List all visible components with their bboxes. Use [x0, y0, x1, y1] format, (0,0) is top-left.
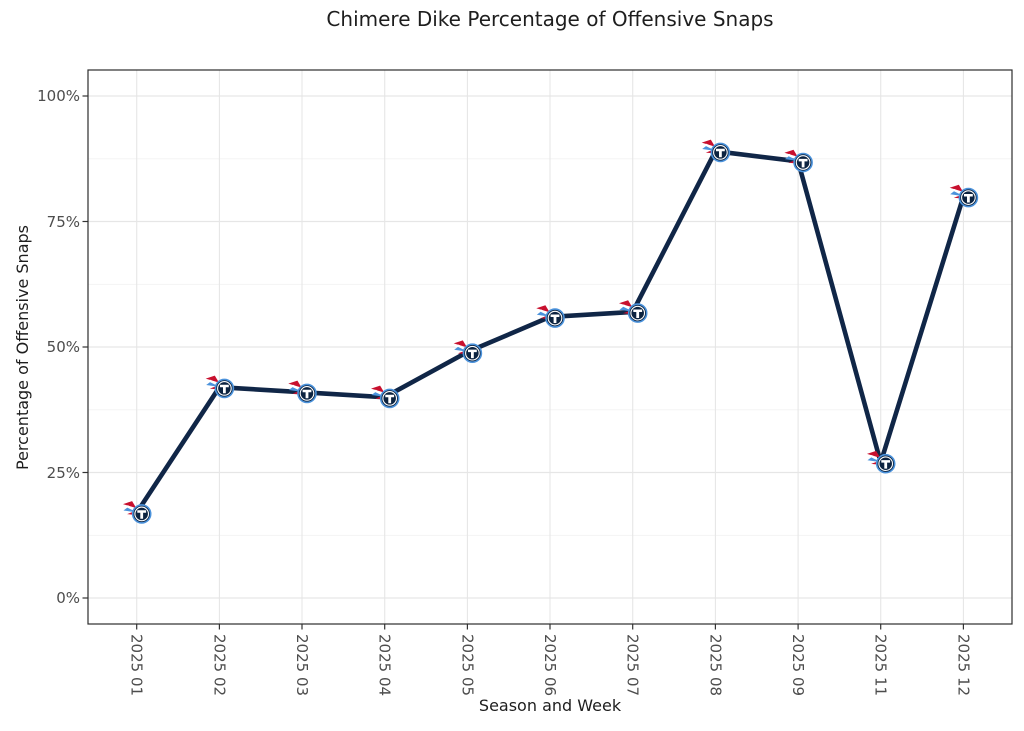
x-tick-label: 2025 08 [706, 634, 725, 697]
y-tick-label: 0% [56, 589, 80, 607]
titans-logo-marker [949, 184, 979, 208]
logo-ring-icon [878, 456, 894, 472]
x-tick-label: 2025 01 [127, 634, 146, 697]
logo-t-icon [302, 389, 312, 399]
logo-t-icon [137, 510, 147, 519]
titans-logo-marker [701, 139, 731, 163]
x-tick-label: 2025 07 [623, 634, 642, 697]
titans-logo-marker [122, 501, 152, 524]
chart-title: Chimere Dike Percentage of Offensive Sna… [326, 7, 774, 31]
logo-t-icon [881, 460, 891, 469]
logo-flame-red-icon [453, 340, 467, 348]
logo-flame-red-icon [619, 300, 633, 308]
logo-t-icon [633, 309, 643, 318]
logo-t-icon [220, 384, 229, 394]
logo-flame-red-icon [867, 450, 881, 458]
logo-t-icon [468, 349, 477, 359]
y-axis-title-area: Percentage of Offensive Snaps [10, 70, 34, 624]
logo-flame-red-icon [371, 385, 385, 393]
logo-ring-icon [713, 145, 728, 160]
logo-ring-icon [961, 190, 976, 205]
y-tick-label: 50% [46, 338, 80, 356]
y-tick-label: 75% [46, 212, 80, 231]
logo-ring-icon [217, 381, 232, 396]
logo-t-icon [964, 194, 973, 203]
x-tick-label: 2025 04 [375, 634, 394, 697]
titans-logo-marker [205, 375, 235, 399]
titans-logo-marker [536, 305, 565, 328]
y-tick-label: 100% [37, 87, 80, 105]
logo-flame-red-icon [949, 184, 963, 192]
x-tick-label: 2025 09 [789, 634, 808, 697]
x-axis-title: Season and Week [478, 696, 622, 715]
x-tick-label: 2025 06 [541, 634, 559, 697]
logo-flame-red-icon [536, 305, 550, 313]
logo-t-icon [550, 314, 560, 323]
panel-border [87, 69, 1013, 625]
x-tick-label: 2025 11 [871, 634, 890, 697]
logo-ring-icon [382, 391, 398, 406]
y-tick-label: 25% [46, 463, 80, 482]
logo-flame-red-icon [701, 139, 715, 147]
logo-ring-icon [795, 155, 811, 170]
logo-ring-icon [299, 386, 315, 401]
x-tick-label: 2025 02 [210, 634, 229, 697]
x-tick-label: 2025 05 [458, 634, 477, 697]
logo-t-icon [798, 158, 808, 168]
logo-ring-icon [134, 506, 150, 522]
logo-flame-red-icon [784, 149, 798, 157]
logo-flame-red-icon [288, 380, 302, 388]
y-axis-title: Percentage of Offensive Snaps [12, 224, 32, 470]
logo-flame-red-icon [123, 501, 137, 509]
titans-logo-marker [288, 380, 317, 404]
logo-t-icon [716, 148, 725, 158]
titans-logo-marker [453, 340, 483, 363]
logo-ring-icon [630, 305, 646, 321]
titans-logo-marker [370, 385, 400, 409]
titans-logo-marker [618, 300, 648, 323]
logo-t-icon [385, 394, 395, 404]
x-tick-label: 2025 03 [293, 634, 311, 697]
titans-logo-marker [784, 149, 813, 173]
x-tick-label: 2025 12 [954, 634, 973, 697]
logo-ring-icon [465, 345, 480, 361]
logo-ring-icon [547, 310, 563, 326]
logo-flame-red-icon [205, 375, 219, 383]
titans-logo-marker [866, 450, 896, 474]
